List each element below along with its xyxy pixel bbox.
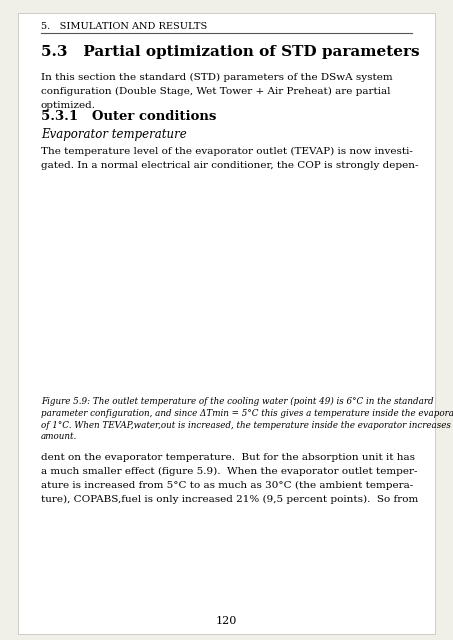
Text: a much smaller effect (figure 5.9).  When the evaporator outlet temper-: a much smaller effect (figure 5.9). When… [41, 467, 417, 476]
Y-axis label: COP | η: COP | η [26, 276, 36, 316]
Text: ture), COPABS,fuel is only increased 21% (9,5 percent points).  So from: ture), COPABS,fuel is only increased 21%… [41, 495, 418, 504]
Text: Evaporator temperature: Evaporator temperature [41, 128, 187, 141]
Text: amount.: amount. [41, 432, 77, 441]
Text: 5.   SIMULATION AND RESULTS: 5. SIMULATION AND RESULTS [41, 22, 207, 31]
Title: Evaporator external circuit outlet temperature: Evaporator external circuit outlet tempe… [106, 185, 370, 195]
Text: 120: 120 [216, 616, 237, 626]
Text: In this section the standard (STD) parameters of the DSwA system: In this section the standard (STD) param… [41, 73, 392, 82]
Text: dent on the evaporator temperature.  But for the absorption unit it has: dent on the evaporator temperature. But … [41, 452, 415, 461]
Text: optimized.: optimized. [41, 101, 96, 110]
Legend: $\eta_{sys,el,net}$, COP$_{ABS,fuel}$, $\eta_{HW}$: $\eta_{sys,el,net}$, COP$_{ABS,fuel}$, $… [77, 290, 151, 341]
Text: 5.3.1   Outer conditions: 5.3.1 Outer conditions [41, 110, 216, 124]
Text: gated. In a normal electrical air conditioner, the COP is strongly depen-: gated. In a normal electrical air condit… [41, 161, 418, 170]
Text: The temperature level of the evaporator outlet (TEVAP) is now investi-: The temperature level of the evaporator … [41, 147, 413, 156]
Text: Figure 5.9: The outlet temperature of the cooling water (point 49) is 6°C in the: Figure 5.9: The outlet temperature of th… [41, 397, 434, 406]
Text: parameter configuration, and since ΔTmin = 5°C this gives a temperature inside t: parameter configuration, and since ΔTmin… [41, 409, 453, 418]
X-axis label: $T_{EVAP,water,out}$ [C]: $T_{EVAP,water,out}$ [C] [195, 418, 281, 433]
Text: configuration (Double Stage, Wet Tower + Air Preheat) are partial: configuration (Double Stage, Wet Tower +… [41, 87, 390, 96]
Text: ature is increased from 5°C to as much as 30°C (the ambient tempera-: ature is increased from 5°C to as much a… [41, 481, 413, 490]
Text: of 1°C. When TEVAP,water,out is increased, the temperature inside the evaporator: of 1°C. When TEVAP,water,out is increase… [41, 420, 453, 429]
Text: 5.3   Partial optimization of STD parameters: 5.3 Partial optimization of STD paramete… [41, 45, 419, 60]
